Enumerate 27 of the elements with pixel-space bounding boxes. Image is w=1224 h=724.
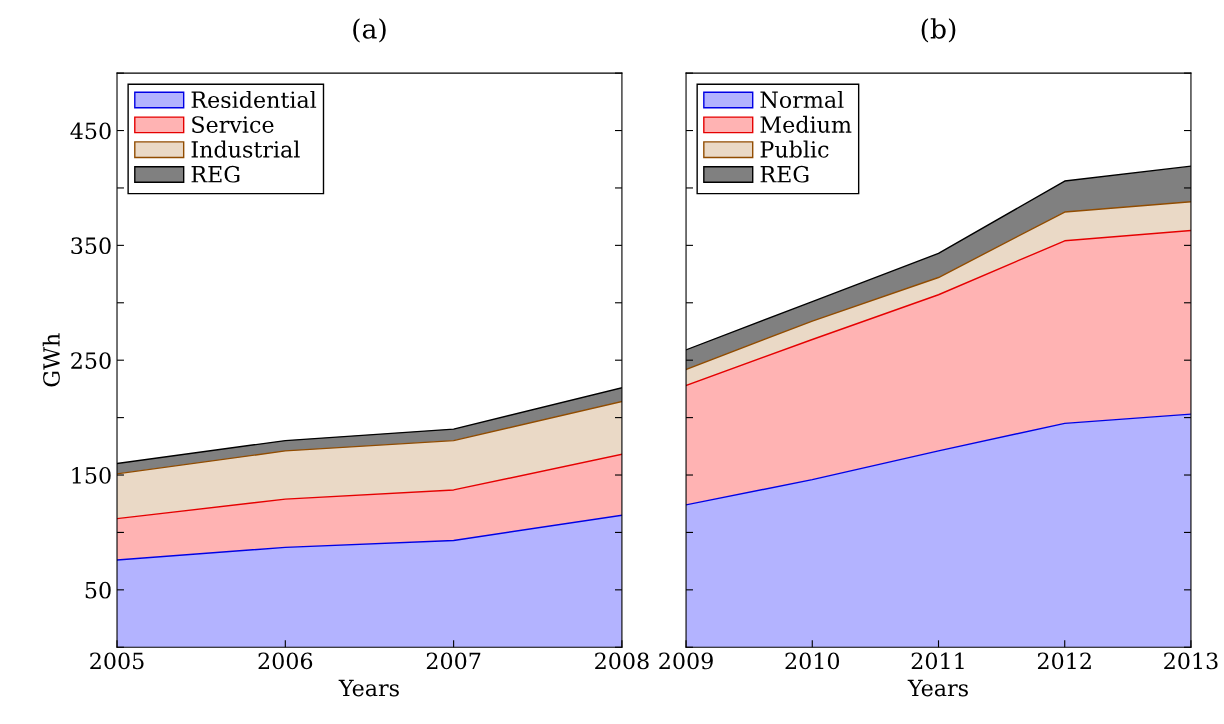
legend-label: Industrial [191,140,300,158]
x-tick-label: 2013 [1164,652,1218,670]
x-axis-title: Years [907,679,968,697]
legend-label: REG [760,165,809,183]
x-tick-label: 2009 [659,652,713,670]
y-tick-label: 450 [70,122,111,140]
chart-title: (a) [353,18,386,43]
x-tick-label: 2007 [426,652,481,670]
y-tick-label: 150 [72,466,111,484]
legend-label: Residential [191,90,317,109]
x-tick-label: 2006 [258,652,313,670]
x-tick-label: 2005 [90,652,144,670]
x-tick-label: 2012 [1037,652,1091,670]
x-axis-title: Years [338,679,399,697]
x-tick-label: 2011 [911,652,964,670]
legend-label: Public [760,140,829,158]
legend-label: Service [192,116,274,133]
x-tick-label: 2010 [785,652,840,670]
y-tick-label: 50 [85,581,111,599]
legend-label: Normal [760,90,844,109]
y-tick-label: 250 [71,352,111,369]
x-tick-label: 2008 [595,652,649,670]
y-tick-label: 350 [71,237,111,255]
y-axis-title: GWh [42,333,60,387]
legend-label: Medium [760,115,852,133]
legend-label: REG [191,165,240,183]
chart-title: (b) [921,18,956,43]
